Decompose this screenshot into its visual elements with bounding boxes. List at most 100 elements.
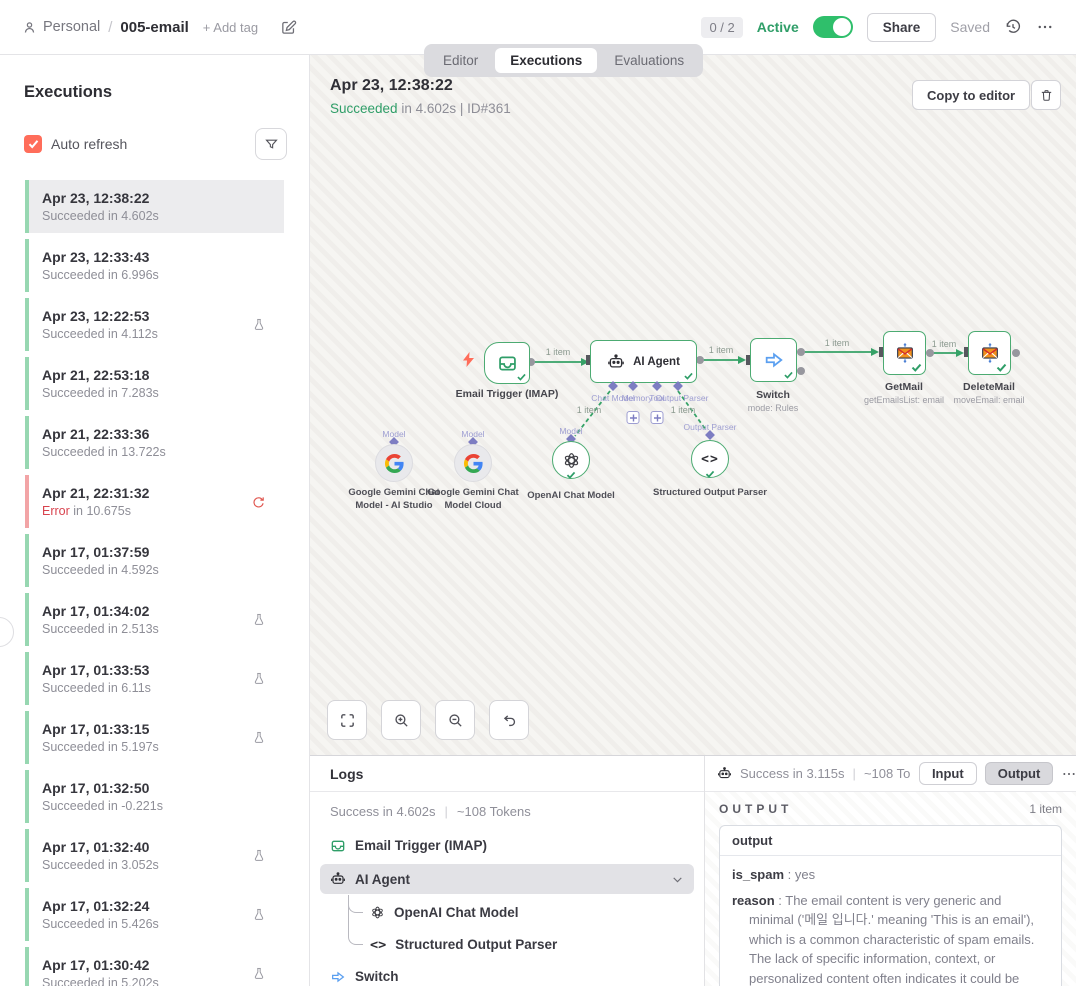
input-tab-button[interactable]: Input [918, 762, 977, 785]
breadcrumb-separator: / [108, 18, 113, 36]
field-key: reason [732, 892, 775, 908]
node-output-header: Success in 3.115s | ~108 Tokens Input Ou… [705, 756, 1076, 792]
node-label: Google Gemini Chat Model Cloud [427, 487, 519, 511]
execution-duration: in 4.602s [108, 209, 159, 223]
more-options-icon[interactable] [1036, 18, 1054, 36]
flask-icon [252, 907, 266, 922]
view-tabs: Editor Executions Evaluations [424, 44, 704, 77]
field-value: The email content is very generic and mi… [749, 892, 1035, 986]
node-structured-output-parser[interactable]: <> [691, 440, 729, 478]
filter-button[interactable] [255, 128, 287, 160]
reset-zoom-button[interactable] [489, 700, 529, 740]
node-ai-agent[interactable]: AI Agent [590, 340, 697, 383]
copy-to-editor-button[interactable]: Copy to editor [912, 80, 1031, 110]
execution-status-bar [25, 534, 29, 587]
google-icon [384, 453, 404, 473]
field-separator: : [774, 892, 786, 908]
execution-status-bar [25, 888, 29, 941]
execution-list-item[interactable]: Apr 17, 01:32:50 Succeeded in -0.221s [25, 770, 284, 823]
execution-list-item[interactable]: Apr 17, 01:32:24 Succeeded in 5.426s [25, 888, 284, 941]
mail-icon [979, 342, 1001, 364]
auto-refresh-checkbox[interactable] [24, 135, 42, 153]
node-getmail[interactable] [883, 331, 926, 375]
node-email-trigger[interactable] [484, 342, 530, 384]
tab-editor[interactable]: Editor [443, 53, 479, 68]
active-toggle[interactable] [812, 16, 853, 38]
node-run-status: Success in 3.115s [740, 766, 845, 781]
execution-list-item[interactable]: Apr 23, 12:22:53 Succeeded in 4.112s [25, 298, 284, 351]
port-type-label: Model [461, 429, 485, 439]
node-subtitle: getEmailsList: email [863, 395, 945, 405]
log-row-ai-agent[interactable]: AI Agent [320, 864, 694, 894]
tab-executions[interactable]: Executions [495, 48, 598, 73]
execution-list-item[interactable]: Apr 23, 12:38:22 Succeeded in 4.602s [25, 180, 284, 233]
success-check-icon [784, 371, 793, 379]
log-row-label: Structured Output Parser [395, 937, 558, 952]
execution-duration: in 4.592s [108, 563, 159, 577]
add-node-button[interactable] [650, 411, 664, 424]
add-node-button[interactable] [626, 411, 640, 424]
history-icon[interactable] [1004, 18, 1022, 36]
zoom-out-button[interactable] [435, 700, 475, 740]
node-switch[interactable] [750, 338, 797, 382]
fit-view-button[interactable] [327, 700, 367, 740]
node-deletemail[interactable] [968, 331, 1011, 375]
execution-list-item[interactable]: Apr 17, 01:34:02 Succeeded in 2.513s [25, 593, 284, 646]
delete-execution-button[interactable] [1031, 80, 1061, 110]
connection-items-label: 1 item [824, 338, 850, 348]
output-tab-button[interactable]: Output [984, 762, 1054, 785]
node-openai-chat-model[interactable] [552, 441, 590, 479]
zoom-in-button[interactable] [381, 700, 421, 740]
node-gemini-studio[interactable] [375, 444, 413, 482]
openai-icon [562, 451, 581, 470]
project-crumb[interactable]: Personal [22, 19, 100, 35]
flask-icon [252, 671, 266, 686]
add-tag-button[interactable]: + Add tag [202, 19, 259, 35]
auto-refresh-label: Auto refresh [51, 136, 128, 152]
execution-status-bar [25, 239, 29, 292]
execution-title: Apr 23, 12:38:22 [330, 77, 453, 94]
execution-status: Succeeded [42, 622, 105, 636]
log-row-parser[interactable]: <> Structured Output Parser [348, 895, 684, 958]
breadcrumb: Personal / 005-email + Add tag [22, 19, 297, 36]
execution-status: Succeeded [42, 681, 105, 695]
execution-status-bar [25, 357, 29, 410]
node-gemini-cloud[interactable] [454, 444, 492, 482]
log-row-email-trigger[interactable]: Email Trigger (IMAP) [330, 832, 684, 859]
chevron-down-icon[interactable] [671, 873, 684, 886]
execution-list-item[interactable]: Apr 21, 22:31:32 Error in 10.675s [25, 475, 284, 528]
workflow-canvas[interactable]: Apr 23, 12:38:22 Succeeded in 4.602s | I… [310, 55, 1076, 755]
logs-title: Logs [330, 765, 364, 782]
execution-list-item[interactable]: Apr 17, 01:33:15 Succeeded in 5.197s [25, 711, 284, 764]
execution-status: Succeeded [42, 858, 105, 872]
execution-status-bar [25, 180, 29, 233]
node-label: Switch mode: Rules [747, 389, 799, 413]
field-key: is_spam [732, 867, 785, 882]
topbar-actions: 0 / 2 Active Share Saved [701, 12, 1054, 42]
execution-status: Succeeded [42, 740, 105, 754]
execution-list-item[interactable]: Apr 21, 22:33:36 Succeeded in 13.722s [25, 416, 284, 469]
retry-icon[interactable] [251, 494, 266, 509]
execution-list-item[interactable]: Apr 17, 01:30:42 Succeeded in 5.202s [25, 947, 284, 986]
execution-duration: in 5.197s [108, 740, 159, 754]
google-icon [463, 453, 483, 473]
execution-date: Apr 23, 12:22:53 [42, 308, 150, 324]
share-button[interactable]: Share [866, 12, 937, 42]
execution-list-item[interactable]: Apr 21, 22:53:18 Succeeded in 7.283s [25, 357, 284, 410]
workflow-name[interactable]: 005-email [120, 18, 189, 36]
inbox-icon [330, 838, 346, 854]
execution-list-item[interactable]: Apr 17, 01:32:40 Succeeded in 3.052s [25, 829, 284, 882]
execution-date: Apr 17, 01:33:53 [42, 662, 150, 678]
execution-list-item[interactable]: Apr 17, 01:33:53 Succeeded in 6.11s [25, 652, 284, 705]
sidebar-title: Executions [24, 83, 113, 101]
more-options-icon[interactable] [1061, 766, 1076, 782]
tab-evaluations[interactable]: Evaluations [614, 53, 685, 68]
edit-icon[interactable] [280, 19, 297, 36]
log-row-switch[interactable]: Switch [330, 963, 684, 986]
logs-summary: Success in 4.602s | ~108 Tokens [330, 804, 684, 819]
mail-icon [894, 342, 916, 364]
execution-list-item[interactable]: Apr 17, 01:37:59 Succeeded in 4.592s [25, 534, 284, 587]
log-row-openai[interactable]: OpenAI Chat Model [348, 895, 684, 926]
execution-list-item[interactable]: Apr 23, 12:33:43 Succeeded in 6.996s [25, 239, 284, 292]
flask-icon [252, 730, 266, 745]
